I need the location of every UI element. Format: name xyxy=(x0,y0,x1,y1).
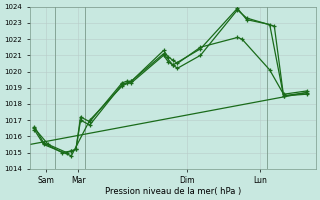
X-axis label: Pression niveau de la mer( hPa ): Pression niveau de la mer( hPa ) xyxy=(105,187,241,196)
